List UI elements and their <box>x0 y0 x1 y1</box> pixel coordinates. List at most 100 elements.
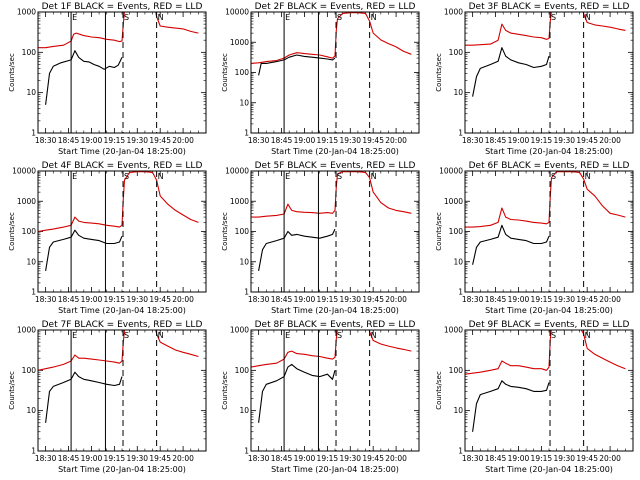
chart-title: Det 3F BLACK = Events, RED = LLD <box>469 2 630 12</box>
y-tick-label: 10 <box>239 406 249 415</box>
x-tick-label: 19:45 <box>576 454 598 463</box>
x-tick-label: 18:30 <box>462 136 484 145</box>
y-tick-label: 100 <box>22 366 37 375</box>
x-tick-label: 19:00 <box>508 295 530 304</box>
y-axis-label: Counts/sec <box>221 212 229 251</box>
chart-panel-8: Det 8F BLACK = Events, RED = LLD Counts/s… <box>221 320 420 474</box>
chart-panel-4: Det 4F BLACK = Events, RED = LLD Counts/s… <box>8 161 207 315</box>
y-tick-label: 1000 <box>444 326 463 335</box>
series-line-events <box>258 363 336 423</box>
series-group <box>251 171 412 271</box>
y-tick-label: 100 <box>235 68 250 77</box>
flag-label: N <box>371 13 377 22</box>
chart-title: Det 2F BLACK = Events, RED = LLD <box>255 2 416 12</box>
y-axis-label: Counts/sec <box>435 53 443 92</box>
x-tick-label: 19:15 <box>104 454 126 463</box>
chart-panel-6: Det 6F BLACK = Events, RED = LLD Counts/s… <box>435 161 634 315</box>
flag-label: E <box>72 13 77 22</box>
flag-label: N <box>585 331 591 340</box>
y-tick-label: 100 <box>22 48 37 57</box>
y-tick-label: 100 <box>235 366 250 375</box>
x-tick-label: 20:00 <box>385 136 407 145</box>
x-tick-label: 19:00 <box>81 295 103 304</box>
x-axis-label: Start Time (20-Jan-04 18:25:00) <box>271 147 399 156</box>
y-tick-label: 1000 <box>17 326 36 335</box>
x-tick-label: 19:15 <box>317 295 339 304</box>
x-tick-label: 19:15 <box>531 136 553 145</box>
x-tick-label: 20:00 <box>172 295 194 304</box>
series-group <box>465 12 626 97</box>
series-line-events <box>45 229 123 271</box>
series-line-lld <box>465 171 626 228</box>
y-tick-label: 1000 <box>17 8 36 17</box>
y-tick-label: 1 <box>31 447 36 456</box>
flag-label: S <box>337 331 342 340</box>
y-tick-label: 1000 <box>230 38 249 47</box>
chart-title: Det 5F BLACK = Events, RED = LLD <box>255 161 416 171</box>
y-tick-label: 100 <box>22 227 37 236</box>
y-tick-label: 10 <box>453 88 463 97</box>
x-axis-label: Start Time (20-Jan-04 18:25:00) <box>58 147 186 156</box>
series-group <box>465 171 626 265</box>
y-tick-label: 1 <box>458 288 463 297</box>
y-tick-label: 1000 <box>230 197 249 206</box>
y-tick-label: 1000 <box>17 197 36 206</box>
x-tick-label: 19:45 <box>576 295 598 304</box>
series-line-events <box>472 224 550 265</box>
x-tick-label: 19:15 <box>104 295 126 304</box>
x-tick-label: 19:00 <box>81 454 103 463</box>
x-tick-label: 18:45 <box>485 136 507 145</box>
chart-title: Det 1F BLACK = Events, RED = LLD <box>42 2 203 12</box>
series-line-lld <box>38 330 199 371</box>
y-tick-label: 100 <box>449 227 464 236</box>
y-axis-label: Counts/sec <box>435 212 443 251</box>
flag-label: S <box>551 172 556 181</box>
x-tick-label: 18:45 <box>271 454 293 463</box>
plot-frame <box>37 11 207 134</box>
y-tick-label: 10000 <box>12 167 36 176</box>
y-tick-label: 1 <box>458 447 463 456</box>
x-tick-label: 20:00 <box>599 454 621 463</box>
x-tick-label: 20:00 <box>385 454 407 463</box>
series-line-lld <box>38 12 199 49</box>
x-tick-label: 19:30 <box>339 454 361 463</box>
x-tick-label: 18:30 <box>248 295 270 304</box>
y-axis-label: Counts/sec <box>221 53 229 92</box>
series-line-events <box>472 380 550 432</box>
series-line-lld <box>465 330 626 375</box>
x-tick-label: 19:30 <box>553 295 575 304</box>
flag-label: N <box>158 331 164 340</box>
x-tick-label: 20:00 <box>599 136 621 145</box>
x-tick-label: 19:15 <box>317 136 339 145</box>
flag-label: E <box>285 331 290 340</box>
x-axis-label: Start Time (20-Jan-04 18:25:00) <box>58 306 186 315</box>
x-axis-label: Start Time (20-Jan-04 18:25:00) <box>271 465 399 474</box>
flag-label: N <box>371 172 377 181</box>
x-tick-label: 18:45 <box>58 136 80 145</box>
y-tick-label: 1000 <box>444 8 463 17</box>
x-tick-label: 19:45 <box>149 454 171 463</box>
flag-label: N <box>585 172 591 181</box>
x-tick-label: 19:00 <box>294 454 316 463</box>
flag-label: E <box>285 13 290 22</box>
y-tick-label: 10 <box>26 257 36 266</box>
y-tick-label: 10 <box>26 88 36 97</box>
x-tick-label: 19:45 <box>149 295 171 304</box>
x-tick-label: 18:30 <box>35 295 57 304</box>
series-line-events <box>258 228 336 271</box>
y-tick-label: 100 <box>235 227 250 236</box>
x-tick-label: 18:30 <box>35 454 57 463</box>
x-tick-label: 19:00 <box>294 295 316 304</box>
x-tick-label: 19:30 <box>553 454 575 463</box>
chart-title: Det 6F BLACK = Events, RED = LLD <box>469 161 630 171</box>
x-tick-label: 18:30 <box>248 454 270 463</box>
x-tick-label: 19:00 <box>294 136 316 145</box>
y-tick-label: 1 <box>244 288 249 297</box>
x-tick-label: 20:00 <box>172 454 194 463</box>
flag-label: N <box>158 172 164 181</box>
x-tick-label: 18:30 <box>462 295 484 304</box>
flag-label: S <box>124 13 129 22</box>
x-axis-label: Start Time (20-Jan-04 18:25:00) <box>485 147 613 156</box>
x-tick-label: 19:00 <box>81 136 103 145</box>
y-tick-label: 1 <box>244 129 249 138</box>
